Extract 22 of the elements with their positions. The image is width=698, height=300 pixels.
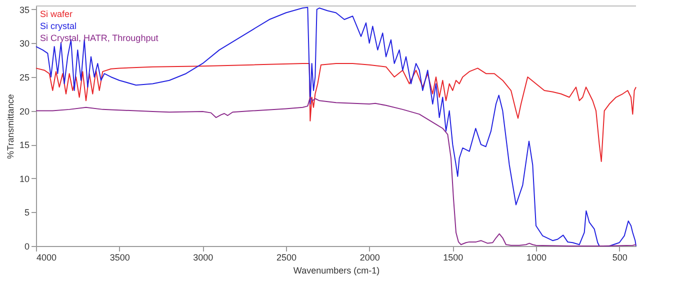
x-tick-label: 500 [612, 252, 628, 262]
y-tick-label: 25 [19, 72, 30, 82]
y-tick-label: 35 [19, 4, 30, 15]
line-series [36, 62, 636, 162]
x-axis-title: Wavenumbers (cm-1) [293, 266, 380, 276]
series-label: Si crystal [40, 21, 77, 31]
x-tick-label: 4000 [36, 252, 57, 262]
y-tick-label: 30 [19, 38, 30, 49]
x-tick-label: 2500 [276, 252, 297, 262]
x-tick-label: 3500 [110, 252, 130, 262]
text: Si wafer [40, 9, 73, 19]
y-tick-label: 5 [24, 208, 30, 218]
x-tick-label: 1500 [443, 252, 464, 262]
y-tick-label: 10 [19, 174, 30, 184]
text: Si Crystal, HATR, Throughput [40, 33, 159, 43]
y-axis-title: %Transmittance [5, 94, 16, 159]
x-tick-label: 1000 [526, 252, 547, 262]
x-tick-label: 3000 [193, 252, 214, 262]
y-tick-label: 20 [19, 106, 30, 116]
y-tick-label: 15 [19, 140, 30, 150]
x-tick-label: 2000 [360, 252, 380, 262]
y-tick-label: 0 [24, 242, 30, 252]
